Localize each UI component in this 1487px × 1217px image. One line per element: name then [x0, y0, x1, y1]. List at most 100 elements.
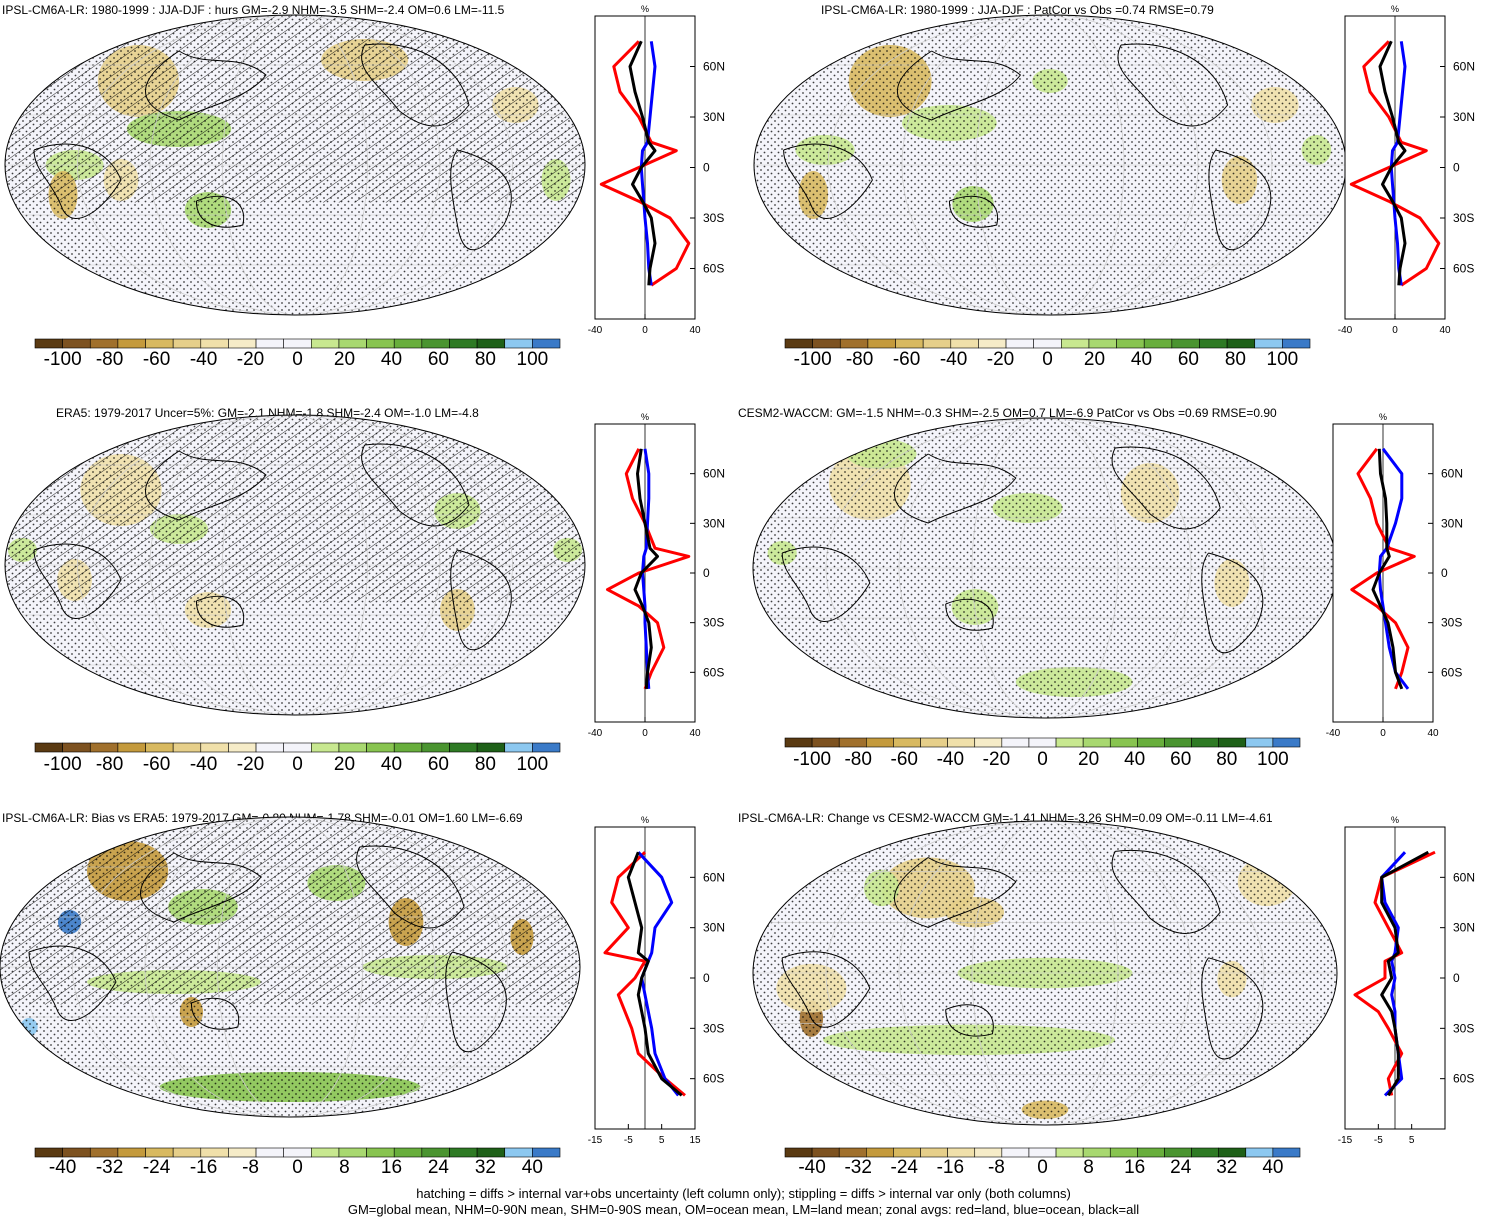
coastline — [195, 195, 245, 228]
x-tick-label: 0 — [642, 728, 648, 739]
panel-figure: % 60N 30N 0 30S 60S -40 0 40 -100 -80 -60 -40 -20 0 20 4… — [4, 412, 725, 775]
colorbar-label: -40 — [190, 349, 217, 370]
coastline — [781, 951, 871, 1028]
y-tick-label: 60S — [1453, 1072, 1474, 1086]
y-tick-label: 60S — [703, 262, 724, 276]
colorbar-label: 40 — [522, 1157, 543, 1178]
series-all — [1378, 40, 1407, 286]
colorbar-swatch — [950, 338, 979, 349]
colorbar-swatch — [366, 1147, 395, 1158]
coastline — [450, 149, 512, 251]
colorbar-swatch — [839, 338, 869, 349]
graticule-line — [827, 15, 1273, 315]
colorbar-label: 60 — [1170, 749, 1191, 770]
graticule-line — [217, 817, 363, 1117]
coastline — [945, 598, 994, 631]
y-tick-label: 60N — [1453, 60, 1475, 74]
colorbar-label: 20 — [334, 754, 355, 775]
graticule-line — [222, 15, 368, 315]
colorbar-label: 32 — [1216, 1157, 1237, 1178]
x-tick-label: 5 — [1409, 1135, 1415, 1146]
colorbar-swatch — [393, 1147, 423, 1158]
x-tick-label: 40 — [1427, 728, 1439, 739]
colorbar-label: -40 — [937, 749, 964, 770]
colorbar-label: 40 — [381, 349, 402, 370]
colorbar: -100 -80 -60 -40 -20 0 20 40 60 80 100 — [34, 338, 561, 370]
colorbar-swatch — [366, 742, 395, 753]
profile-unit: % — [641, 4, 649, 14]
map-field — [5, 415, 585, 715]
colorbar-swatch — [1137, 1147, 1165, 1158]
panel-title: IPSL-CM6A-LR: 1980-1999 : JJA-DJF : hurs… — [2, 3, 505, 17]
coastline — [145, 450, 267, 521]
colorbar-swatch — [421, 338, 450, 349]
x-tick-label: -40 — [588, 728, 603, 739]
colorbar-swatch — [1226, 338, 1256, 349]
colorbar-label: -100 — [793, 749, 831, 770]
x-tick-label: 40 — [689, 728, 701, 739]
colorbar-swatch — [283, 1147, 312, 1158]
series-land — [1350, 447, 1416, 690]
map-field — [754, 15, 1346, 315]
y-tick-label: 60N — [703, 60, 725, 74]
colorbar-swatch — [1005, 338, 1034, 349]
colorbar-swatch — [974, 1147, 1003, 1158]
colorbar-swatch — [1191, 1147, 1219, 1158]
colorbar-swatch — [1082, 737, 1111, 748]
map-outline — [0, 816, 581, 1118]
colorbar-swatch — [172, 338, 202, 349]
colorbar-label: -60 — [143, 349, 170, 370]
colorbar-swatch — [145, 742, 174, 753]
colorbar-swatch — [311, 742, 340, 753]
series-land — [1349, 40, 1441, 287]
coastline — [195, 595, 245, 628]
colorbar-swatch — [34, 1147, 63, 1158]
y-tick-label: 0 — [703, 971, 710, 985]
colorbar-swatch — [1055, 1147, 1084, 1158]
colorbar-label: 100 — [517, 754, 549, 775]
colorbar-swatch — [1001, 737, 1030, 748]
panel-p2: IPSL-CM6A-LR: 1980-1999 : JJA-DJF : PatC… — [745, 0, 1487, 380]
colorbar-swatch — [1109, 737, 1138, 748]
panel-figure: % 60N 30N 0 30S 60S -40 0 40 -100 -80 -60 -40 -20 0 20 4… — [752, 412, 1463, 770]
colorbar-swatch — [228, 338, 257, 349]
colorbar-swatch — [1282, 338, 1311, 349]
colorbar-swatch — [504, 742, 533, 753]
y-tick-label: 30N — [703, 921, 725, 935]
series-land — [603, 851, 686, 1097]
colorbar-label: -24 — [891, 1157, 919, 1178]
colorbar-label: 20 — [1078, 749, 1099, 770]
colorbar-label: 0 — [1042, 349, 1053, 370]
colorbar-swatch — [811, 1147, 840, 1158]
colorbar-label: -80 — [846, 349, 873, 370]
colorbar-label: 80 — [1225, 349, 1246, 370]
colorbar-swatch — [366, 338, 395, 349]
colorbar-swatch — [62, 1147, 91, 1158]
colorbar-swatch — [867, 338, 896, 349]
zonal-profile: % 60N 30N 0 30S 60S -40 0 40 — [1326, 412, 1463, 739]
colorbar-swatch — [1254, 338, 1283, 349]
colorbar-swatch — [532, 1147, 561, 1158]
colorbar-label: -40 — [798, 1157, 825, 1178]
colorbar-swatch — [200, 338, 229, 349]
coastline — [145, 50, 267, 121]
colorbar-swatch — [920, 1147, 948, 1158]
colorbar-label: -100 — [44, 754, 82, 775]
colorbar-swatch — [1061, 338, 1090, 349]
colorbar-swatch — [504, 1147, 533, 1158]
colorbar-swatch — [1218, 737, 1247, 748]
colorbar-swatch — [117, 742, 146, 753]
colorbar-label: -80 — [844, 749, 871, 770]
y-tick-label: 30N — [703, 110, 725, 124]
colorbar-swatch — [1245, 1147, 1274, 1158]
colorbar-swatch — [283, 742, 312, 753]
panel-figure: % 60N 30N 0 30S 60S -40 0 40 -100 -80 -60 -40 -20 0 20 4… — [753, 4, 1475, 370]
colorbar-label: -20 — [983, 749, 1010, 770]
colorbar-swatch — [784, 737, 813, 748]
colorbar-swatch — [200, 742, 229, 753]
colorbar-swatch — [449, 742, 478, 753]
colorbar-label: 8 — [1083, 1157, 1094, 1178]
colorbar-swatch — [1171, 338, 1200, 349]
colorbar-label: -16 — [937, 1157, 964, 1178]
colorbar-swatch — [476, 1147, 506, 1158]
